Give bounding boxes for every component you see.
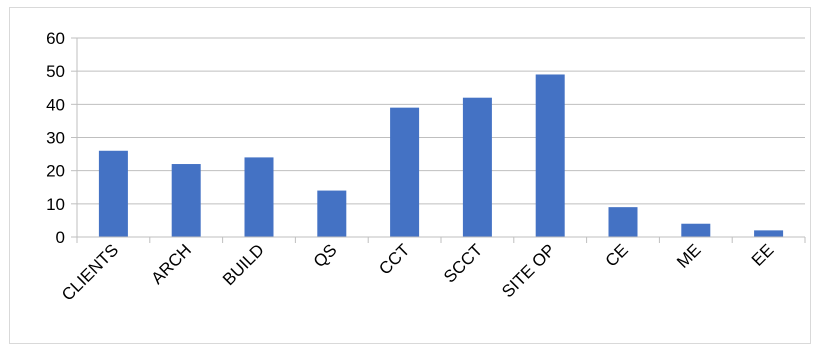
x-tick-label: QS bbox=[310, 240, 341, 271]
y-tick-label: 60 bbox=[46, 29, 65, 48]
y-tick-labels: 0 10 20 30 40 50 60 bbox=[46, 29, 65, 247]
bar-ce bbox=[608, 207, 638, 237]
x-tick-label: EE bbox=[748, 240, 777, 269]
bar-arch bbox=[171, 164, 201, 237]
y-tick-label: 30 bbox=[46, 129, 65, 148]
bar-scct bbox=[462, 97, 492, 237]
x-tick-label: SITE OP bbox=[498, 240, 559, 301]
bar-site-op bbox=[535, 74, 565, 237]
x-tick-label: SCCT bbox=[440, 240, 486, 286]
y-tick-label: 40 bbox=[46, 95, 65, 114]
bar-me bbox=[681, 223, 711, 237]
y-tick-label: 50 bbox=[46, 62, 65, 81]
bar-cct bbox=[390, 107, 420, 238]
x-tick-label: BUILD bbox=[219, 240, 268, 289]
y-tick-label: 10 bbox=[46, 195, 65, 214]
x-tick-label: CCT bbox=[375, 240, 413, 278]
bar-build bbox=[244, 157, 274, 237]
y-tick-label: 20 bbox=[46, 162, 65, 181]
axes bbox=[71, 37, 806, 243]
x-tick-label: CLIENTS bbox=[58, 240, 122, 304]
bar-clients bbox=[98, 150, 128, 237]
bars bbox=[98, 74, 784, 238]
bar-ee bbox=[754, 230, 784, 237]
x-tick-label: CE bbox=[602, 240, 632, 270]
x-tick-labels: CLIENTS ARCH BUILD QS CCT SCCT SITE OP CE ME EE bbox=[58, 240, 777, 304]
x-tick-label: ME bbox=[673, 240, 704, 271]
bar-qs bbox=[317, 190, 347, 237]
y-tick-label: 0 bbox=[56, 228, 65, 247]
x-tick-label: ARCH bbox=[148, 240, 195, 287]
